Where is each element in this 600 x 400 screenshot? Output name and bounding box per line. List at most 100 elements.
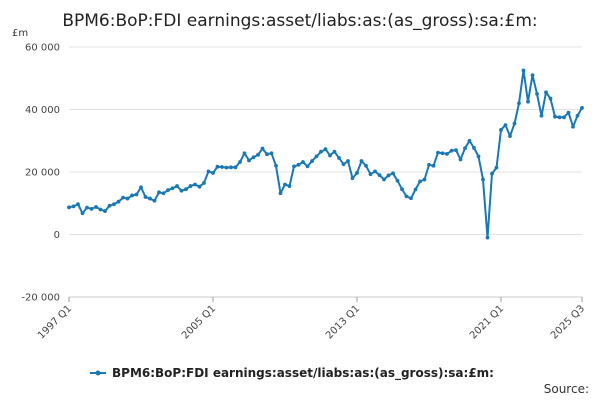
data-point [472, 146, 476, 150]
data-point [179, 188, 184, 193]
source-label: Source: [544, 382, 589, 396]
data-point [476, 154, 481, 159]
data-point [490, 171, 494, 176]
data-point [364, 163, 368, 168]
data-point [94, 205, 98, 209]
data-point [445, 151, 449, 156]
data-point [341, 162, 346, 167]
data-point [85, 205, 89, 210]
data-point [161, 191, 166, 196]
data-point [206, 169, 211, 174]
data-point [427, 162, 431, 167]
data-point [202, 181, 206, 185]
data-point [274, 163, 278, 168]
data-point [269, 151, 274, 156]
data-point [418, 179, 422, 184]
data-point [481, 177, 485, 182]
data-point [494, 165, 499, 170]
data-point [166, 188, 170, 193]
data-point [562, 115, 566, 120]
data-point [287, 184, 292, 188]
data-point [323, 147, 328, 152]
data-point [71, 204, 76, 209]
data-point [152, 198, 157, 203]
data-point [395, 178, 400, 183]
data-point [359, 159, 364, 163]
data-point [337, 156, 341, 160]
x-tick-label: 2005 Q1 [180, 303, 218, 341]
data-point [328, 153, 332, 158]
data-point [350, 176, 355, 181]
data-point [80, 211, 85, 216]
data-point [517, 101, 521, 106]
data-point [67, 205, 71, 210]
data-point [157, 190, 161, 195]
data-point [278, 191, 283, 196]
data-point [530, 73, 535, 78]
data-point [170, 186, 175, 191]
legend-marker-swatch [95, 370, 101, 376]
y-tick-label: 60 000 [25, 43, 60, 54]
data-point [544, 90, 548, 95]
data-point [76, 202, 80, 207]
data-point [535, 91, 539, 96]
data-point [566, 110, 571, 115]
data-point [211, 171, 215, 175]
data-point [89, 206, 94, 211]
data-point [107, 203, 112, 208]
data-point [148, 196, 152, 201]
data-point [553, 114, 557, 119]
data-point [188, 184, 193, 188]
data-point [238, 160, 242, 164]
data-point [580, 106, 584, 110]
data-point [220, 165, 224, 169]
series-line [68, 69, 583, 239]
data-point [431, 163, 436, 168]
data-point [346, 159, 350, 163]
data-point [251, 155, 256, 160]
data-point [454, 148, 458, 153]
data-point [305, 164, 310, 169]
data-point [229, 165, 233, 170]
data-point [409, 196, 413, 201]
data-point [292, 164, 296, 169]
data-point [368, 172, 373, 177]
data-point [197, 184, 202, 189]
data-point [265, 152, 269, 157]
data-point [224, 165, 229, 170]
data-point [391, 171, 395, 176]
data-point [103, 209, 107, 213]
data-series [67, 68, 584, 240]
data-point [139, 185, 143, 190]
legend-entry-label: BPM6:BoP:FDI earnings:asset/liabs:as:(as… [112, 366, 494, 381]
y-tick-label: 20 000 [25, 168, 60, 179]
data-point [332, 149, 337, 154]
data-point [382, 177, 386, 182]
data-point [458, 157, 463, 162]
x-tick-label: 2025 Q3 [549, 303, 587, 341]
x-axis: 1997 Q1 2005 Q1 2013 Q1 2021 Q1 2025 Q3 [36, 296, 587, 341]
data-point [130, 193, 134, 198]
data-point [386, 173, 391, 178]
x-tick-label: 2021 Q1 [468, 303, 506, 341]
data-point [499, 127, 503, 132]
data-point [98, 207, 103, 212]
chart-title: BPM6:BoP:FDI earnings:asset/liabs:as:(as… [62, 11, 537, 31]
data-point [112, 202, 116, 207]
data-point [436, 150, 440, 155]
data-point [508, 134, 512, 138]
data-point [467, 138, 472, 143]
data-point [413, 187, 418, 192]
data-point [503, 123, 508, 128]
data-point [233, 165, 238, 170]
data-point [319, 149, 323, 154]
y-tick-label: 0 [54, 230, 60, 241]
data-point [296, 162, 301, 167]
data-point [116, 199, 121, 204]
y-tick-label: 40 000 [25, 105, 60, 116]
data-point [526, 99, 530, 104]
data-point [512, 121, 517, 126]
data-point [355, 171, 359, 175]
data-point [449, 148, 454, 153]
data-point [377, 173, 382, 178]
